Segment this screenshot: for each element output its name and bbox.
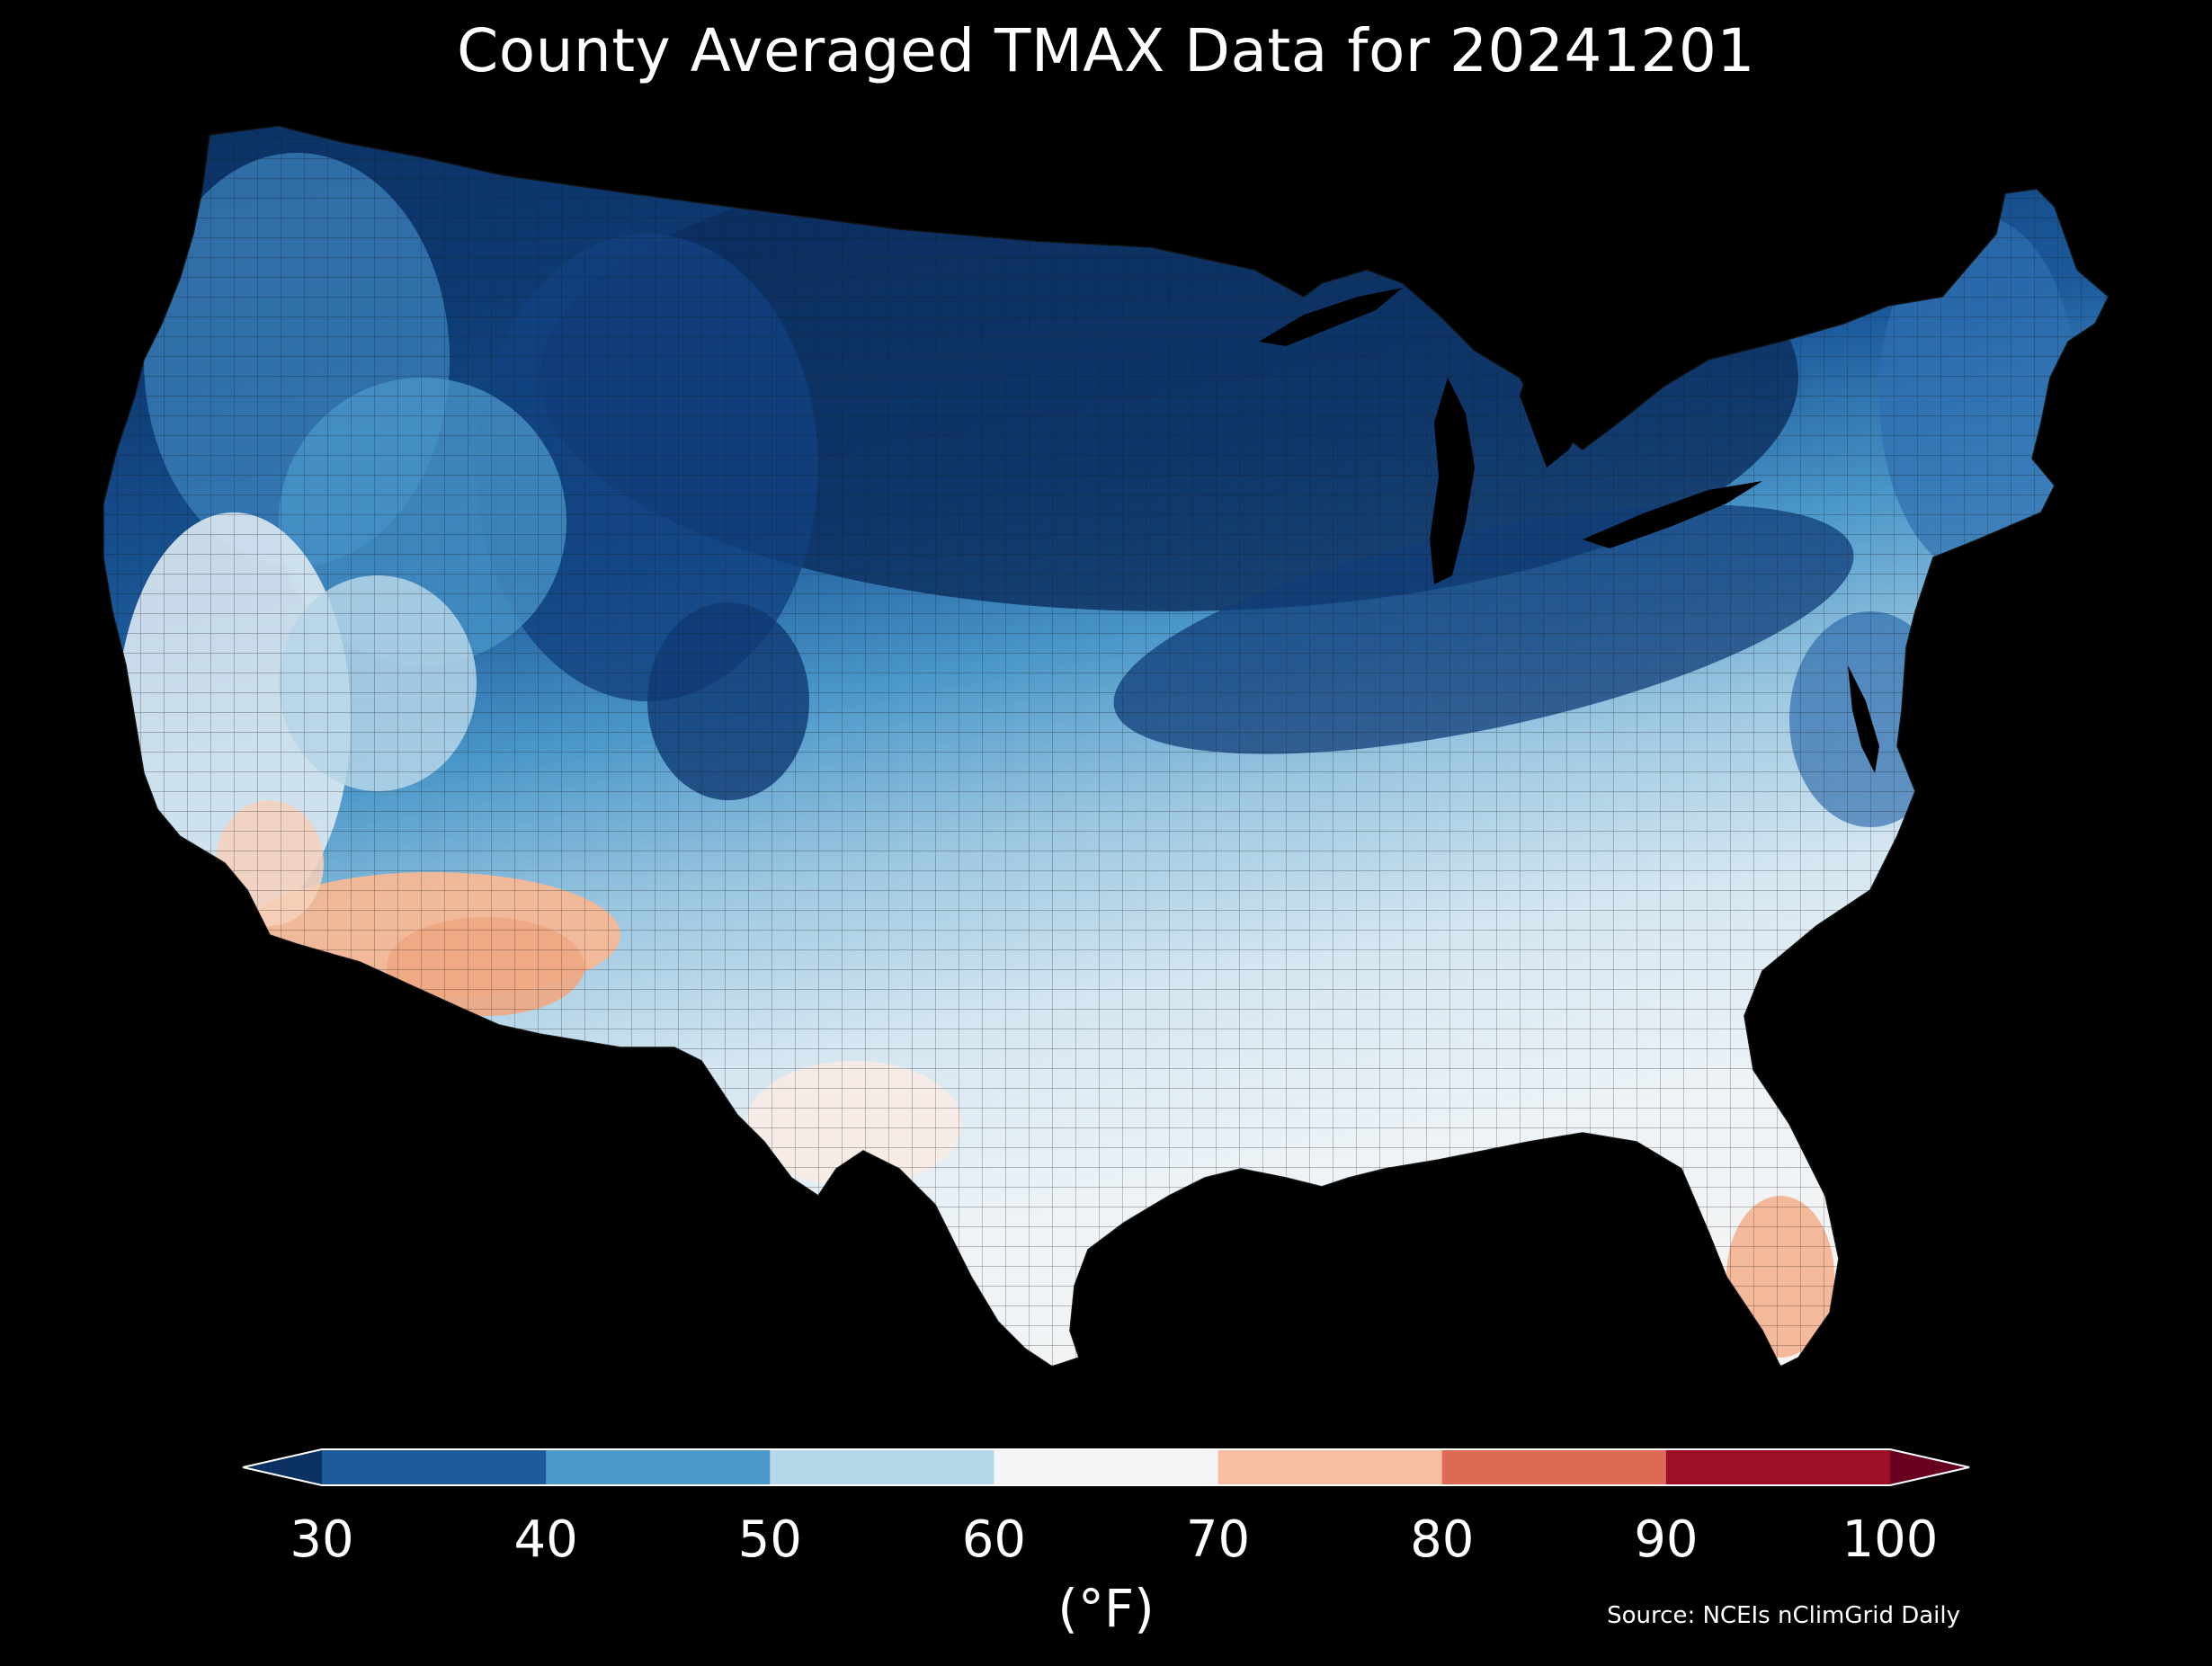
colorbar-tick-40: 40 (513, 1510, 578, 1569)
colorbar-bin-90-100 (1665, 1449, 1891, 1485)
colorbar-outline (242, 1448, 1970, 1486)
colorbar-bin-70-80 (1217, 1449, 1443, 1485)
colorbar-tick-90: 90 (1634, 1510, 1699, 1569)
colorbar-tick-70: 70 (1185, 1510, 1251, 1569)
us-outline (103, 125, 2109, 1368)
colorbar-bin-80-90 (1441, 1449, 1667, 1485)
lake-erie-ontario (1583, 481, 1762, 548)
colorbar-tick-30: 30 (290, 1510, 354, 1569)
colorbar-tick-50: 50 (737, 1510, 802, 1569)
colorbar-tick-100: 100 (1842, 1510, 1939, 1569)
lake-huron (1520, 369, 1583, 468)
colorbar-bin-60-70 (994, 1449, 1219, 1485)
chesapeake-bay (1848, 665, 1879, 773)
colorbar-bin-50-60 (770, 1449, 995, 1485)
colorbar-bin-30-40 (322, 1449, 547, 1485)
source-credit: Source: NCEIs nClimGrid Daily (1607, 1602, 1960, 1629)
colorbar-bin-40-50 (546, 1449, 771, 1485)
colorbar-under-arrow (243, 1449, 322, 1485)
colorbar-over-arrow (1890, 1449, 1969, 1485)
colorbar-tick-80: 80 (1410, 1510, 1475, 1569)
colorbar-tick-60: 60 (961, 1510, 1027, 1569)
lake-superior (1259, 288, 1403, 346)
map-title: County Averaged TMAX Data for 20241201 (457, 16, 1755, 85)
lake-michigan (1430, 378, 1475, 584)
colorbar-unit-label: (°F) (1057, 1578, 1155, 1639)
